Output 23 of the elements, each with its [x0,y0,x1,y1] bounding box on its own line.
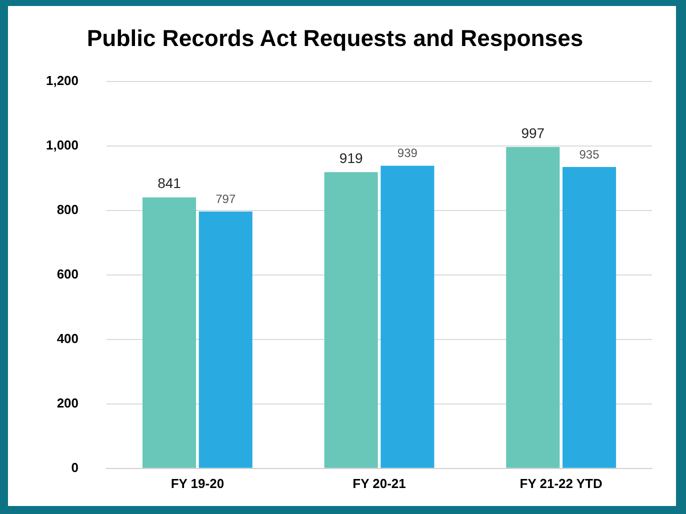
bar [198,212,252,468]
y-tick-label: 400 [56,331,79,346]
x-tick-label: FY 20-21 [352,476,406,491]
bar [506,147,560,468]
data-label: 935 [579,147,600,162]
y-tick-label: 800 [56,202,79,218]
bar [324,172,378,468]
y-tick-label: 200 [56,396,79,411]
x-tick-label: FY 19-20 [170,476,224,491]
chart-title: Public Records Act Requests and Responses [86,25,584,52]
y-tick-label: 600 [56,266,79,282]
y-tick-label: 0 [71,460,79,475]
y-tick-label: 1,000 [46,138,79,153]
x-tick-label: FY 21-22 YTD [520,476,602,491]
data-label: 939 [397,146,418,160]
data-label: 841 [158,175,182,192]
bar [380,166,434,468]
data-label: 797 [216,192,236,206]
data-label: 919 [339,150,363,166]
y-tick-label: 1,200 [46,73,79,88]
bar [142,197,196,468]
data-label: 997 [521,124,545,141]
bar [562,167,616,468]
